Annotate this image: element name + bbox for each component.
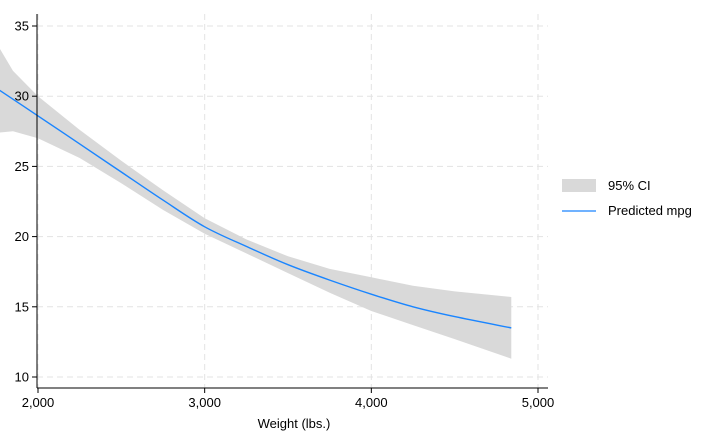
ci-band bbox=[0, 49, 512, 359]
y-tick-label: 25 bbox=[15, 159, 29, 174]
y-tick-label: 35 bbox=[15, 19, 29, 34]
x-axis-label: Weight (lbs.) bbox=[258, 416, 331, 431]
axes: 10 15 20 25 30 35 2,000 3,000 4,000 5,000 bbox=[15, 14, 555, 410]
y-tick-label: 20 bbox=[15, 229, 29, 244]
y-tick-label: 15 bbox=[15, 299, 29, 314]
legend-label-ci: 95% CI bbox=[608, 178, 651, 193]
x-tick-label: 5,000 bbox=[522, 395, 555, 410]
legend-label-line: Predicted mpg bbox=[608, 203, 692, 218]
y-tick-label: 10 bbox=[15, 370, 29, 385]
legend-swatch-ci bbox=[562, 179, 596, 192]
ci-band-group bbox=[0, 49, 512, 359]
x-tick-label: 3,000 bbox=[188, 395, 221, 410]
x-tick-label: 4,000 bbox=[355, 395, 388, 410]
legend: 95% CI Predicted mpg bbox=[562, 178, 692, 218]
y-tick-label: 30 bbox=[15, 89, 29, 104]
line-group bbox=[0, 89, 512, 329]
x-tick-label: 2,000 bbox=[22, 395, 55, 410]
